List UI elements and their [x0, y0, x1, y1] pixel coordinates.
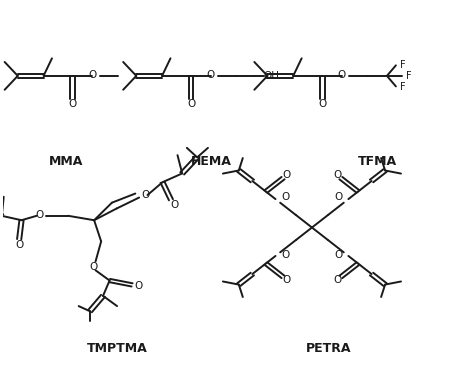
- Text: MMA: MMA: [49, 155, 83, 168]
- Text: O: O: [88, 70, 96, 80]
- Text: F: F: [406, 70, 411, 81]
- Text: O: O: [282, 250, 290, 260]
- Text: F: F: [400, 60, 405, 70]
- Text: O: O: [170, 200, 178, 210]
- Text: O: O: [283, 170, 291, 180]
- Text: TFMA: TFMA: [358, 155, 397, 168]
- Text: O: O: [135, 281, 143, 291]
- Text: O: O: [334, 250, 343, 260]
- Text: O: O: [89, 262, 97, 272]
- Text: OH: OH: [264, 70, 280, 81]
- Text: O: O: [282, 193, 290, 203]
- Text: O: O: [318, 99, 327, 109]
- Text: O: O: [207, 70, 215, 80]
- Text: O: O: [35, 210, 44, 220]
- Text: O: O: [338, 70, 346, 80]
- Text: O: O: [333, 170, 341, 180]
- Text: PETRA: PETRA: [306, 342, 351, 355]
- Text: O: O: [333, 275, 341, 285]
- Text: O: O: [283, 275, 291, 285]
- Text: HEMA: HEMA: [191, 155, 232, 168]
- Text: F: F: [400, 82, 405, 92]
- Text: O: O: [141, 190, 149, 200]
- Text: O: O: [334, 193, 343, 203]
- Text: TMPTMA: TMPTMA: [87, 342, 148, 355]
- Text: O: O: [187, 99, 195, 109]
- Text: O: O: [15, 240, 23, 250]
- Text: O: O: [68, 99, 77, 109]
